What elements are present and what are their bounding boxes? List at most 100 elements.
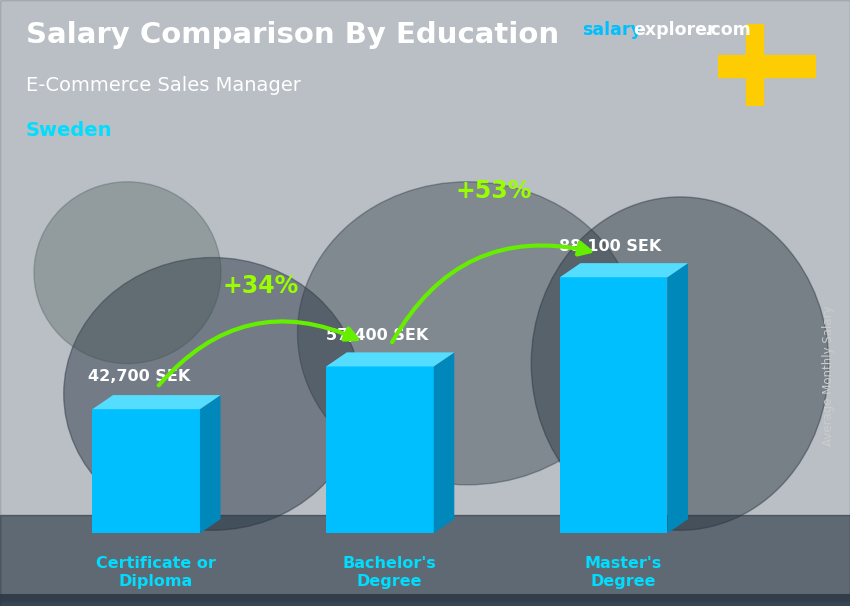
- Bar: [0, 598, 850, 604]
- Bar: [0, 599, 850, 605]
- Bar: [0, 597, 850, 603]
- Bar: [0, 599, 850, 605]
- Text: salary: salary: [582, 21, 642, 39]
- Bar: [0, 596, 850, 602]
- Text: Certificate or
Diploma: Certificate or Diploma: [95, 556, 216, 588]
- Bar: [0, 598, 850, 604]
- Bar: [0, 596, 850, 602]
- Bar: [0, 595, 850, 601]
- Bar: [0, 595, 850, 601]
- Text: explorer: explorer: [633, 21, 716, 39]
- Bar: [0, 594, 850, 601]
- Bar: [0, 597, 850, 603]
- Bar: [0, 599, 850, 605]
- Bar: [0, 596, 850, 602]
- Bar: [0, 597, 850, 603]
- Bar: [0, 596, 850, 602]
- Text: .com: .com: [704, 21, 751, 39]
- Bar: [0, 596, 850, 602]
- Bar: [0, 598, 850, 604]
- Polygon shape: [560, 277, 667, 533]
- Bar: [0, 599, 850, 605]
- Bar: [0, 597, 850, 603]
- Bar: [0, 599, 850, 605]
- Bar: [0, 595, 850, 601]
- Bar: [0, 595, 850, 601]
- Bar: [0, 595, 850, 601]
- Bar: [0, 594, 850, 601]
- Text: Bachelor's
Degree: Bachelor's Degree: [343, 556, 436, 588]
- Bar: [0, 598, 850, 604]
- Bar: [0, 596, 850, 602]
- Bar: [0, 597, 850, 603]
- Bar: [0, 600, 850, 606]
- Bar: [0, 599, 850, 605]
- Bar: [745, 24, 763, 106]
- Text: 57,400 SEK: 57,400 SEK: [326, 328, 428, 342]
- Bar: [0, 597, 850, 603]
- Bar: [0, 596, 850, 602]
- Bar: [0, 594, 850, 601]
- Bar: [0, 596, 850, 602]
- Bar: [0, 599, 850, 605]
- Bar: [0, 599, 850, 605]
- Polygon shape: [667, 263, 688, 533]
- Bar: [0, 598, 850, 604]
- Bar: [0, 600, 850, 606]
- Bar: [0, 594, 850, 601]
- Bar: [0, 594, 850, 601]
- Polygon shape: [326, 352, 454, 367]
- Polygon shape: [93, 395, 220, 409]
- Text: 88,100 SEK: 88,100 SEK: [559, 239, 661, 254]
- Text: E-Commerce Sales Manager: E-Commerce Sales Manager: [26, 76, 300, 95]
- Bar: [0, 599, 850, 605]
- Bar: [0, 597, 850, 603]
- Bar: [0, 596, 850, 602]
- Bar: [0, 594, 850, 601]
- Bar: [0, 596, 850, 602]
- Bar: [0, 596, 850, 602]
- Bar: [0, 596, 850, 602]
- Bar: [0, 594, 850, 600]
- Bar: [0, 596, 850, 602]
- Bar: [0, 599, 850, 605]
- Bar: [0, 598, 850, 604]
- FancyArrowPatch shape: [159, 321, 357, 385]
- Bar: [0, 596, 850, 602]
- Text: +53%: +53%: [456, 179, 532, 204]
- Bar: [0, 600, 850, 606]
- Text: Sweden: Sweden: [26, 121, 112, 140]
- Bar: [0, 595, 850, 601]
- Bar: [0, 597, 850, 603]
- Bar: [0, 599, 850, 605]
- Bar: [0, 599, 850, 605]
- Bar: [0, 595, 850, 601]
- Bar: [0, 598, 850, 604]
- Text: Average Monthly Salary: Average Monthly Salary: [822, 305, 836, 446]
- FancyArrowPatch shape: [392, 242, 590, 342]
- Bar: [0, 595, 850, 601]
- Bar: [0, 598, 850, 604]
- Bar: [0, 600, 850, 606]
- Bar: [0, 599, 850, 605]
- Bar: [0, 598, 850, 604]
- Bar: [0, 599, 850, 605]
- Bar: [0, 596, 850, 602]
- Bar: [0, 599, 850, 605]
- Bar: [0, 596, 850, 602]
- Polygon shape: [326, 367, 434, 533]
- Text: +34%: +34%: [222, 274, 298, 298]
- Bar: [0, 599, 850, 605]
- Bar: [0, 515, 850, 606]
- Bar: [0, 598, 850, 604]
- Bar: [0, 595, 850, 601]
- Bar: [0, 598, 850, 604]
- Bar: [0, 598, 850, 604]
- Bar: [0, 597, 850, 603]
- Text: Salary Comparison By Education: Salary Comparison By Education: [26, 21, 558, 49]
- Bar: [0, 594, 850, 600]
- Bar: [0, 595, 850, 601]
- Bar: [0, 594, 850, 601]
- Bar: [0, 596, 850, 602]
- Bar: [0, 599, 850, 605]
